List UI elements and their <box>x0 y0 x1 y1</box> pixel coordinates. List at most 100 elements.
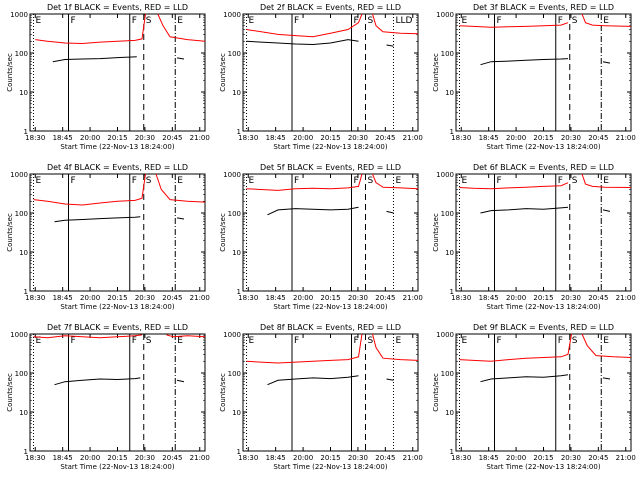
y-tick-label: 100 <box>15 210 28 218</box>
y-tick-label: 100 <box>228 50 241 58</box>
x-tick-label: 20:30 <box>135 134 155 142</box>
series-lld-line <box>33 173 146 206</box>
event-marker-label: E <box>249 336 255 346</box>
y-tick-label: 100 <box>228 210 241 218</box>
chart-title: Det 7f BLACK = Events, RED = LLD <box>47 323 188 332</box>
x-tick-label: 20:15 <box>107 134 127 142</box>
y-tick-label: 10 <box>445 89 454 97</box>
x-tick-label: 18:30 <box>238 134 258 142</box>
x-axis-label: Start Time (22-Nov-13 18:24:00) <box>60 143 174 151</box>
series-lld-line <box>166 334 206 338</box>
event-marker-label: S <box>368 336 374 346</box>
y-tick-label: 1 <box>237 288 241 296</box>
y-tick-label: 10 <box>19 409 28 417</box>
chart-title: Det 2f BLACK = Events, RED = LLD <box>260 3 401 12</box>
event-marker-label: S <box>572 176 578 186</box>
series-events-line <box>386 378 394 381</box>
x-tick-label: 20:00 <box>293 134 313 142</box>
x-tick-label: 18:45 <box>53 134 73 142</box>
x-tick-label: 20:00 <box>293 294 313 302</box>
plot-frame <box>242 173 419 292</box>
y-tick-label: 1 <box>450 288 454 296</box>
series-events-line <box>602 377 611 380</box>
x-tick-label: 20:30 <box>561 294 581 302</box>
x-tick-label: 18:45 <box>266 294 286 302</box>
series-events-line <box>386 210 394 214</box>
x-tick-label: 21:00 <box>616 134 636 142</box>
event-marker-label: E <box>36 336 42 346</box>
series-lld-line <box>581 173 632 188</box>
event-marker-label: E <box>177 176 183 186</box>
series-lld-line <box>157 13 206 42</box>
x-axis-label: Start Time (22-Nov-13 18:24:00) <box>486 143 600 151</box>
y-tick-label: 100 <box>15 370 28 378</box>
event-marker-label: F <box>71 16 76 26</box>
x-tick-label: 20:45 <box>588 134 608 142</box>
y-tick-label: 10 <box>232 409 241 417</box>
plot-frame <box>455 13 632 132</box>
series-events-line <box>267 375 359 386</box>
event-marker-label: F <box>354 176 359 186</box>
x-tick-label: 20:30 <box>348 134 368 142</box>
event-marker-label: E <box>36 16 42 26</box>
event-marker-label: E <box>177 336 183 346</box>
chart-title: Det 3f BLACK = Events, RED = LLD <box>473 3 614 12</box>
x-tick-label: 20:30 <box>348 454 368 462</box>
chart-panel: Det 3f BLACK = Events, RED = LLD 1 10 100 10… <box>432 3 636 151</box>
chart-panel: Det 6f BLACK = Events, RED = LLD 1 10 100 10… <box>432 163 636 311</box>
chart-title: Det 5f BLACK = Events, RED = LLD <box>260 163 401 172</box>
plot-frame <box>29 173 206 292</box>
chart-panel: Det 4f BLACK = Events, RED = LLD 1 10 100 10… <box>6 163 210 311</box>
y-tick-label: 1 <box>237 128 241 136</box>
x-tick-label: 20:45 <box>162 454 182 462</box>
x-tick-label: 18:30 <box>451 134 471 142</box>
x-tick-label: 18:30 <box>238 454 258 462</box>
plot-frame <box>29 333 206 452</box>
event-marker-label: S <box>368 176 374 186</box>
event-marker-label: F <box>354 336 359 346</box>
series-events-line <box>246 39 359 46</box>
event-marker-label: E <box>36 176 42 186</box>
y-tick-label: 1000 <box>223 171 241 179</box>
plot-frame <box>242 333 419 452</box>
chart-panel: Det 2f BLACK = Events, RED = LLD 1 10 100 10… <box>219 3 423 151</box>
x-tick-label: 20:00 <box>80 454 100 462</box>
event-marker-label: F <box>497 16 502 26</box>
event-marker-label: E <box>603 16 609 26</box>
y-axis-label: Counts/sec <box>6 213 14 252</box>
event-marker-label: S <box>572 336 578 346</box>
event-marker-label: E <box>396 336 402 346</box>
event-marker-label: F <box>294 16 299 26</box>
event-marker-label: F <box>354 16 359 26</box>
x-tick-label: 21:00 <box>403 454 423 462</box>
x-tick-label: 20:00 <box>506 454 526 462</box>
x-tick-label: 18:45 <box>479 134 499 142</box>
series-events-line <box>480 206 569 214</box>
y-axis-label: Counts/sec <box>219 53 227 92</box>
plot-frame <box>242 13 419 132</box>
series-events-line <box>267 206 359 216</box>
y-tick-label: 1000 <box>436 331 454 339</box>
x-tick-label: 20:30 <box>348 294 368 302</box>
series-events-line <box>54 216 141 223</box>
series-events-line <box>52 56 137 63</box>
y-tick-label: 1000 <box>10 331 28 339</box>
x-tick-label: 21:00 <box>190 294 210 302</box>
x-tick-label: 20:15 <box>320 454 340 462</box>
x-tick-label: 18:30 <box>25 454 45 462</box>
y-axis-label: Counts/sec <box>219 373 227 412</box>
series-lld-line <box>33 334 143 339</box>
y-axis-label: Counts/sec <box>6 373 14 412</box>
event-marker-label: F <box>558 176 563 186</box>
series-events-line <box>176 217 185 220</box>
y-tick-label: 1 <box>237 448 241 456</box>
y-tick-label: 1000 <box>436 171 454 179</box>
series-lld-line <box>459 22 569 28</box>
x-tick-label: 18:45 <box>266 454 286 462</box>
series-lld-line <box>459 182 569 190</box>
y-tick-label: 1000 <box>436 11 454 19</box>
y-tick-label: 1000 <box>223 11 241 19</box>
y-tick-label: 1000 <box>223 331 241 339</box>
event-marker-label: F <box>132 176 137 186</box>
x-tick-label: 20:00 <box>293 454 313 462</box>
